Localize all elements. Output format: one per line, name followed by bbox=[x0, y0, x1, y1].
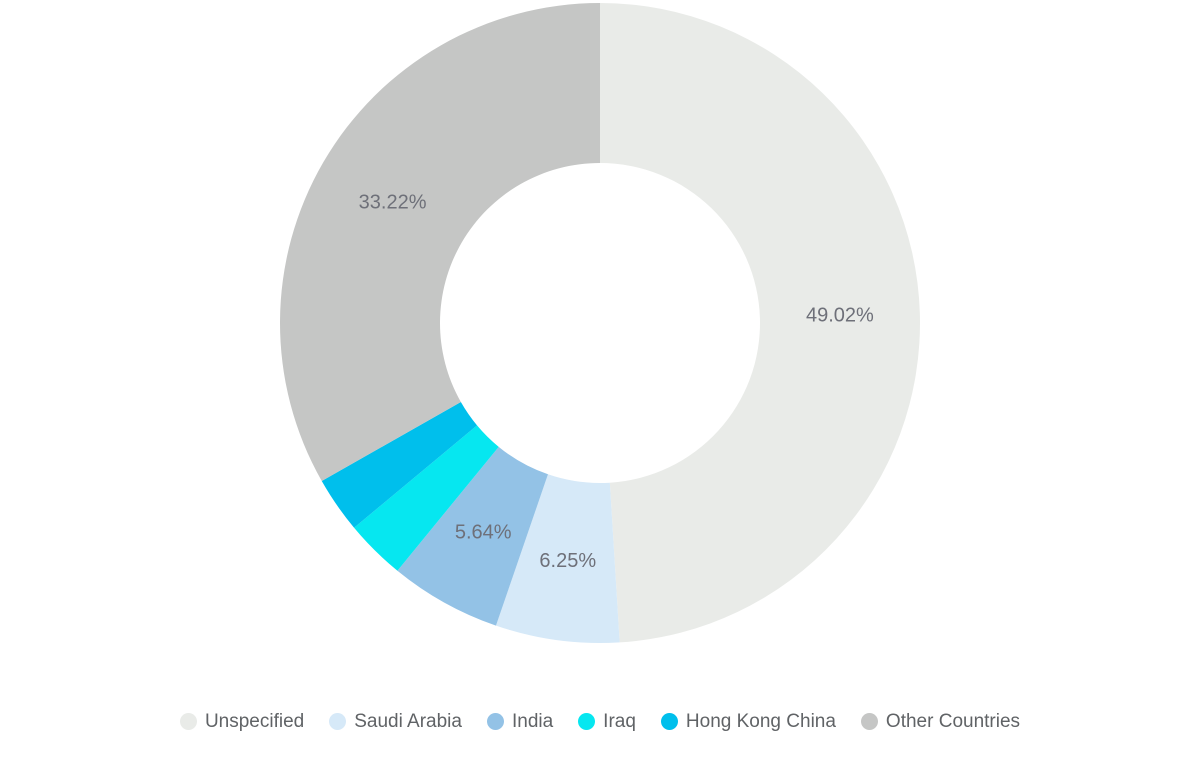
pie-slice-saudi-arabia[interactable] bbox=[495, 474, 620, 643]
legend-swatch bbox=[329, 712, 347, 730]
pie-slice-hong-kong-china[interactable] bbox=[321, 402, 478, 528]
legend-label: Unspecified bbox=[204, 710, 305, 732]
pie-slice-iraq[interactable] bbox=[354, 425, 499, 571]
pie-slice-india[interactable] bbox=[397, 446, 548, 626]
pie-slice-other-countries[interactable] bbox=[279, 3, 600, 482]
legend-label: India bbox=[511, 710, 554, 732]
legend-label: Hong Kong China bbox=[685, 710, 836, 732]
legend-label: Iraq bbox=[603, 710, 636, 732]
donut-slice-labels: 49.02% 6.25% 5.64% 33.22% bbox=[359, 191, 874, 572]
legend-item-iraq[interactable]: Iraq bbox=[578, 712, 636, 731]
legend-swatch bbox=[660, 712, 678, 730]
slice-label-india: 5.64% bbox=[455, 522, 512, 544]
donut-chart: 49.02% 6.25% 5.64% 33.22% bbox=[279, 3, 921, 643]
pie-slice-unspecified[interactable] bbox=[600, 3, 921, 643]
legend-item-unspecified[interactable]: Unspecified bbox=[179, 710, 305, 732]
donut-slices bbox=[279, 3, 921, 643]
slice-label-saudi-arabia: 6.25% bbox=[539, 550, 596, 572]
legend-item-india[interactable]: India bbox=[486, 710, 554, 732]
legend-item-other-countries[interactable]: Other Countries bbox=[860, 710, 1021, 732]
legend-swatch bbox=[486, 712, 504, 730]
slice-label-unspecified: 49.02% bbox=[806, 305, 874, 327]
legend-label: Other Countries bbox=[885, 710, 1021, 732]
legend-swatch bbox=[860, 712, 878, 730]
legend-swatch bbox=[578, 712, 596, 730]
legend-item-hong-kong-china[interactable]: Hong Kong China bbox=[660, 710, 836, 732]
legend-item-saudi-arabia[interactable]: Saudi Arabia bbox=[329, 712, 462, 731]
legend-label: Saudi Arabia bbox=[354, 710, 462, 732]
slice-label-other-countries: 33.22% bbox=[359, 191, 427, 213]
legend-swatch bbox=[179, 712, 197, 730]
chart-legend: Unspecified Saudi Arabia India Iraq Hong… bbox=[0, 704, 1200, 738]
